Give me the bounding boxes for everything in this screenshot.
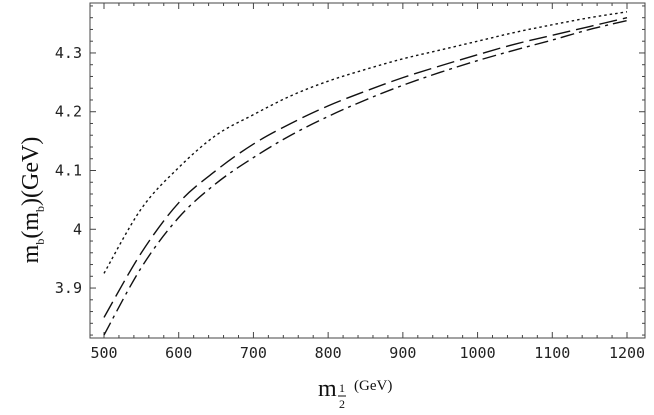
ticks-layer: 500 600 700 800 900 1000 1100 1200 3.9 4 4.1 4.2 4.3 xyxy=(55,3,645,362)
y-label-sub1: b xyxy=(33,239,47,245)
y-tick-label: 3.9 xyxy=(55,279,82,297)
x-tick-label: 1200 xyxy=(609,344,645,362)
x-tick-label: 600 xyxy=(165,344,192,362)
x-label-unit: (GeV) xyxy=(354,378,392,394)
y-tick-label: 4.3 xyxy=(55,44,82,62)
x-tick-label: 800 xyxy=(315,344,342,362)
x-tick-label: 1000 xyxy=(460,344,496,362)
y-axis-label: mb(mb)(GeV) xyxy=(18,137,47,264)
x-tick-label: 700 xyxy=(240,344,267,362)
y-label-sub2: b xyxy=(33,206,47,212)
y-label-rest: )(GeV) xyxy=(18,137,44,206)
x-tick-label: 1100 xyxy=(534,344,570,362)
x-tick-label: 900 xyxy=(389,344,416,362)
x-label-main: m xyxy=(318,376,337,402)
plot-frame xyxy=(89,2,646,339)
y-tick-label: 4.2 xyxy=(55,103,82,121)
series-line-dash-dot xyxy=(103,19,628,336)
series-line-long-dash xyxy=(103,17,628,318)
x-tick-label: 500 xyxy=(90,344,117,362)
y-tick-label: 4.1 xyxy=(55,162,82,180)
x-label-sub-denominator: 2 xyxy=(339,397,345,411)
x-axis-label: m 1 2 (GeV) xyxy=(318,376,392,411)
y-label-m1: m xyxy=(18,244,44,263)
y-tick-label: 4 xyxy=(73,220,82,238)
x-label-sub-numerator: 1 xyxy=(339,381,345,395)
series-layer xyxy=(103,11,628,336)
series-line-dotted xyxy=(103,11,628,274)
y-label-paren: (m xyxy=(18,212,44,239)
